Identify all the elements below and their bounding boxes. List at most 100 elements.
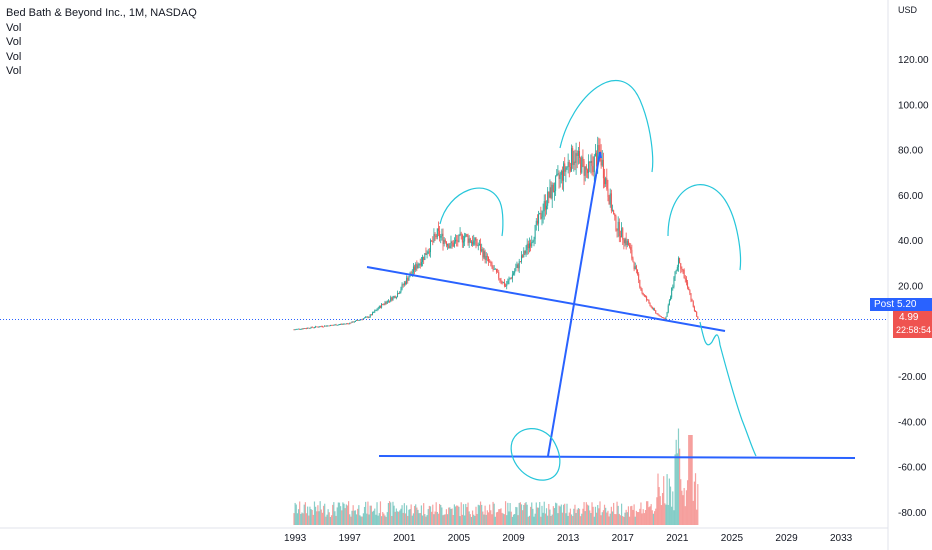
candle-body <box>588 161 590 174</box>
x-tick-label: 1997 <box>339 533 362 544</box>
candle-body <box>343 323 345 325</box>
post-value: 5.20 <box>897 299 917 310</box>
candle-body <box>466 234 468 236</box>
volume-bar <box>336 507 338 525</box>
volume-bar <box>425 516 427 525</box>
candle-body <box>395 297 397 298</box>
candle-body <box>515 267 517 272</box>
volume-bar <box>362 513 364 525</box>
candle-body <box>490 262 492 264</box>
candle-body <box>530 243 532 247</box>
chart-legend: Bed Bath & Beyond Inc., 1M, NASDAQ Vol V… <box>6 6 197 79</box>
volume-bar <box>353 510 355 525</box>
candle-body <box>635 266 637 270</box>
candle-body <box>610 193 612 211</box>
volume-bar <box>693 481 695 525</box>
volume-bar <box>672 491 674 525</box>
candle-body <box>369 314 371 317</box>
volume-bar <box>553 508 556 525</box>
candle-body <box>326 325 328 327</box>
volume-bar <box>301 512 303 525</box>
measured-move-line-2 <box>599 151 602 159</box>
volume-bar <box>514 514 516 525</box>
volume-bar <box>303 504 305 525</box>
last-price-value: 4.99 <box>899 312 919 323</box>
volume-bar <box>675 439 677 525</box>
volume-bar <box>580 516 582 525</box>
volume-bar <box>428 505 430 525</box>
candle-body <box>619 236 621 238</box>
volume-bar <box>607 510 609 525</box>
volume-bar <box>527 516 529 525</box>
candle-body <box>362 318 364 320</box>
volume-bar <box>679 448 681 525</box>
volume-bar <box>475 506 477 525</box>
candle-body <box>404 282 406 284</box>
trend-drawings[interactable] <box>366 79 856 481</box>
candle-body <box>639 279 641 288</box>
candle-body <box>682 269 684 271</box>
volume-bar <box>600 515 602 525</box>
volume-bar <box>658 487 660 525</box>
candle-body <box>351 321 353 323</box>
candle-body <box>654 308 656 311</box>
candle-body <box>360 319 362 321</box>
candle-body <box>501 281 503 284</box>
volume-bar <box>565 513 567 525</box>
candle-body <box>637 269 639 274</box>
candle-body <box>528 243 530 249</box>
candle-body <box>482 249 484 258</box>
volume-bar <box>557 513 559 525</box>
candle-body <box>671 287 673 298</box>
volume-indicator-label[interactable]: Vol <box>6 21 22 34</box>
candle-body <box>681 268 683 270</box>
volume-bar <box>439 503 441 525</box>
symbol-title[interactable]: Bed Bath & Beyond Inc., 1M, NASDAQ <box>6 7 197 19</box>
volume-bar <box>651 510 653 525</box>
measured-move-line-1 <box>547 151 601 457</box>
candle-body <box>376 309 378 311</box>
x-tick-label: 2025 <box>721 533 744 544</box>
volume-indicator-label[interactable]: Vol <box>6 50 22 63</box>
volume-bar <box>489 504 491 525</box>
volume-bar <box>594 506 597 525</box>
volume-bar <box>573 508 575 525</box>
projection-path <box>699 321 757 457</box>
volume-bar <box>368 514 370 525</box>
candle-body <box>334 324 336 326</box>
candle-body <box>584 166 586 176</box>
x-tick-label: 2009 <box>502 533 525 544</box>
volume-bar <box>477 504 479 525</box>
x-tick-label: 1993 <box>284 533 307 544</box>
candle-body <box>663 317 665 319</box>
volume-bar <box>621 503 623 525</box>
candle-body <box>336 324 338 326</box>
candle-body <box>602 159 604 179</box>
candle-body <box>696 311 698 317</box>
volume-bar <box>639 508 641 525</box>
candle-body <box>668 300 670 306</box>
volume-bar <box>574 504 576 525</box>
candle-body <box>510 278 512 280</box>
candle-body <box>633 261 635 270</box>
volume-bar <box>499 509 501 525</box>
candle-body <box>591 160 593 167</box>
volume-indicator-label[interactable]: Vol <box>6 36 22 48</box>
candle-body <box>642 293 644 296</box>
candle-body <box>447 244 449 246</box>
volume-bar <box>649 506 651 525</box>
candle-body <box>651 306 653 310</box>
volume-bar <box>575 513 577 525</box>
volume-bar <box>647 501 649 525</box>
candle-body <box>665 316 667 320</box>
volume-indicator-label[interactable]: Vol <box>6 65 22 77</box>
volume-bar <box>590 513 592 525</box>
volume-bar <box>630 506 632 525</box>
candle-body <box>692 301 694 307</box>
candle-body <box>491 262 493 267</box>
right-shoulder-arc <box>667 184 742 271</box>
volume-bar <box>478 505 481 525</box>
volume-bar <box>348 501 350 525</box>
volume-bar <box>461 514 463 525</box>
